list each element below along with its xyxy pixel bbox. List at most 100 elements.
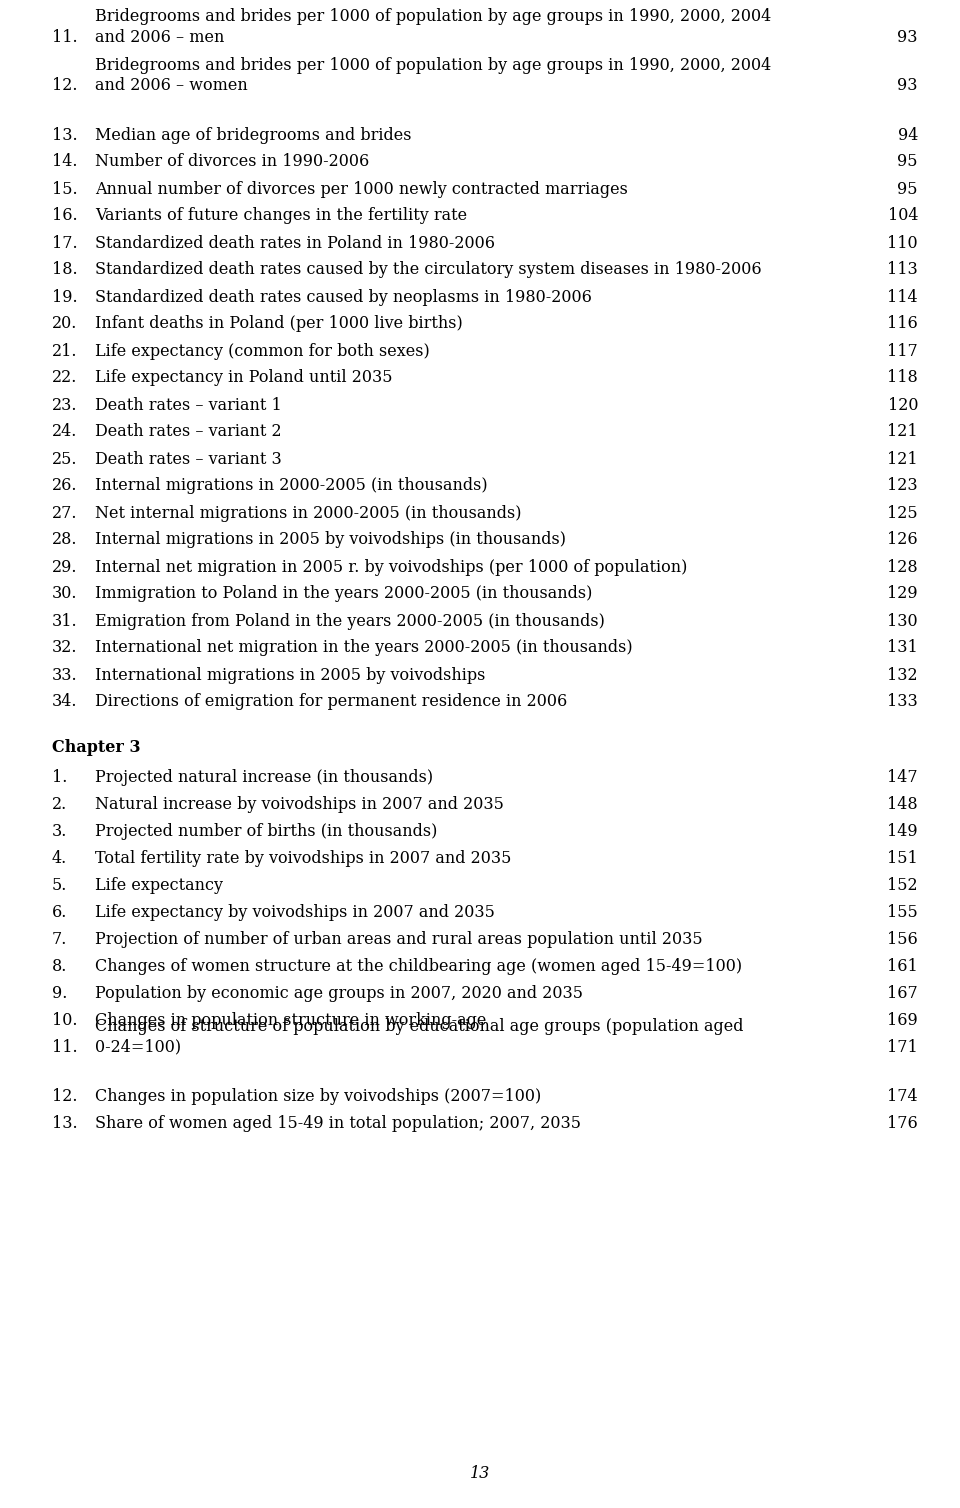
Text: 23.: 23. <box>52 397 78 413</box>
Text: International migrations in 2005 by voivodships: International migrations in 2005 by voiv… <box>95 667 486 683</box>
Text: Number of divorces in 1990-2006: Number of divorces in 1990-2006 <box>95 154 370 170</box>
Text: 95: 95 <box>898 154 918 170</box>
Text: 129: 129 <box>887 585 918 603</box>
Text: 2.: 2. <box>52 796 67 813</box>
Text: 11.: 11. <box>52 29 78 45</box>
Text: 16.: 16. <box>52 208 78 225</box>
Text: 26.: 26. <box>52 478 78 495</box>
Text: Internal migrations in 2005 by voivodships (in thousands): Internal migrations in 2005 by voivodshi… <box>95 531 566 549</box>
Text: Life expectancy (common for both sexes): Life expectancy (common for both sexes) <box>95 342 430 359</box>
Text: 118: 118 <box>887 369 918 386</box>
Text: 123: 123 <box>887 478 918 495</box>
Text: 155: 155 <box>887 903 918 921</box>
Text: Changes of women structure at the childbearing age (women aged 15-49=100): Changes of women structure at the childb… <box>95 958 742 974</box>
Text: Share of women aged 15-49 in total population; 2007, 2035: Share of women aged 15-49 in total popul… <box>95 1114 581 1133</box>
Text: Bridegrooms and brides per 1000 of population by age groups in 1990, 2000, 2004
: Bridegrooms and brides per 1000 of popul… <box>95 57 771 95</box>
Text: 25.: 25. <box>52 451 78 467</box>
Text: 95: 95 <box>898 181 918 198</box>
Text: 161: 161 <box>887 958 918 974</box>
Text: Death rates – variant 2: Death rates – variant 2 <box>95 424 281 440</box>
Text: 5.: 5. <box>52 876 67 894</box>
Text: 171: 171 <box>887 1039 918 1056</box>
Text: Variants of future changes in the fertility rate: Variants of future changes in the fertil… <box>95 208 468 225</box>
Text: Projected natural increase (in thousands): Projected natural increase (in thousands… <box>95 769 433 786</box>
Text: 1.: 1. <box>52 769 67 786</box>
Text: Bridegrooms and brides per 1000 of population by age groups in 1990, 2000, 2004
: Bridegrooms and brides per 1000 of popul… <box>95 8 771 45</box>
Text: 169: 169 <box>887 1012 918 1028</box>
Text: Projection of number of urban areas and rural areas population until 2035: Projection of number of urban areas and … <box>95 930 703 949</box>
Text: 133: 133 <box>887 694 918 710</box>
Text: 27.: 27. <box>52 505 78 522</box>
Text: 24.: 24. <box>52 424 78 440</box>
Text: 34.: 34. <box>52 694 78 710</box>
Text: 114: 114 <box>887 288 918 306</box>
Text: Internal net migration in 2005 r. by voivodships (per 1000 of population): Internal net migration in 2005 r. by voi… <box>95 558 687 576</box>
Text: International net migration in the years 2000-2005 (in thousands): International net migration in the years… <box>95 639 633 656</box>
Text: Internal migrations in 2000-2005 (in thousands): Internal migrations in 2000-2005 (in tho… <box>95 478 488 495</box>
Text: Life expectancy by voivodships in 2007 and 2035: Life expectancy by voivodships in 2007 a… <box>95 903 494 921</box>
Text: Projected number of births (in thousands): Projected number of births (in thousands… <box>95 823 438 840</box>
Text: Death rates – variant 3: Death rates – variant 3 <box>95 451 281 467</box>
Text: 4.: 4. <box>52 851 67 867</box>
Text: 125: 125 <box>887 505 918 522</box>
Text: 117: 117 <box>887 342 918 359</box>
Text: Net internal migrations in 2000-2005 (in thousands): Net internal migrations in 2000-2005 (in… <box>95 505 521 522</box>
Text: 130: 130 <box>887 612 918 629</box>
Text: 121: 121 <box>887 424 918 440</box>
Text: 131: 131 <box>887 639 918 656</box>
Text: Standardized death rates in Poland in 1980-2006: Standardized death rates in Poland in 19… <box>95 235 495 252</box>
Text: 152: 152 <box>887 876 918 894</box>
Text: Natural increase by voivodships in 2007 and 2035: Natural increase by voivodships in 2007 … <box>95 796 504 813</box>
Text: Changes of structure of population by educational age groups (population aged
0-: Changes of structure of population by ed… <box>95 1018 743 1056</box>
Text: 174: 174 <box>887 1087 918 1105</box>
Text: Standardized death rates caused by neoplasms in 1980-2006: Standardized death rates caused by neopl… <box>95 288 592 306</box>
Text: 104: 104 <box>887 208 918 225</box>
Text: 8.: 8. <box>52 958 67 974</box>
Text: 93: 93 <box>898 77 918 95</box>
Text: Immigration to Poland in the years 2000-2005 (in thousands): Immigration to Poland in the years 2000-… <box>95 585 592 603</box>
Text: 3.: 3. <box>52 823 67 840</box>
Text: 116: 116 <box>887 315 918 332</box>
Text: 12.: 12. <box>52 1087 78 1105</box>
Text: 9.: 9. <box>52 985 67 1001</box>
Text: 147: 147 <box>887 769 918 786</box>
Text: 13.: 13. <box>52 127 78 143</box>
Text: 148: 148 <box>887 796 918 813</box>
Text: 126: 126 <box>887 531 918 549</box>
Text: 17.: 17. <box>52 235 78 252</box>
Text: 132: 132 <box>887 667 918 683</box>
Text: 22.: 22. <box>52 369 78 386</box>
Text: 113: 113 <box>887 261 918 279</box>
Text: Directions of emigration for permanent residence in 2006: Directions of emigration for permanent r… <box>95 694 567 710</box>
Text: Emigration from Poland in the years 2000-2005 (in thousands): Emigration from Poland in the years 2000… <box>95 612 605 629</box>
Text: Changes in population structure in working-age: Changes in population structure in worki… <box>95 1012 487 1028</box>
Text: 149: 149 <box>887 823 918 840</box>
Text: 14.: 14. <box>52 154 78 170</box>
Text: 93: 93 <box>898 29 918 45</box>
Text: Death rates – variant 1: Death rates – variant 1 <box>95 397 281 413</box>
Text: 176: 176 <box>887 1114 918 1133</box>
Text: 31.: 31. <box>52 612 78 629</box>
Text: 18.: 18. <box>52 261 78 279</box>
Text: Standardized death rates caused by the circulatory system diseases in 1980-2006: Standardized death rates caused by the c… <box>95 261 761 279</box>
Text: 12.: 12. <box>52 77 78 95</box>
Text: 13: 13 <box>469 1464 491 1482</box>
Text: 15.: 15. <box>52 181 78 198</box>
Text: 30.: 30. <box>52 585 78 603</box>
Text: 156: 156 <box>887 930 918 949</box>
Text: 167: 167 <box>887 985 918 1001</box>
Text: Median age of bridegrooms and brides: Median age of bridegrooms and brides <box>95 127 412 143</box>
Text: 32.: 32. <box>52 639 78 656</box>
Text: Life expectancy in Poland until 2035: Life expectancy in Poland until 2035 <box>95 369 393 386</box>
Text: 10.: 10. <box>52 1012 78 1028</box>
Text: 13.: 13. <box>52 1114 78 1133</box>
Text: Annual number of divorces per 1000 newly contracted marriages: Annual number of divorces per 1000 newly… <box>95 181 628 198</box>
Text: 94: 94 <box>898 127 918 143</box>
Text: 121: 121 <box>887 451 918 467</box>
Text: 28.: 28. <box>52 531 78 549</box>
Text: 120: 120 <box>887 397 918 413</box>
Text: 151: 151 <box>887 851 918 867</box>
Text: 33.: 33. <box>52 667 78 683</box>
Text: 19.: 19. <box>52 288 78 306</box>
Text: 29.: 29. <box>52 558 78 576</box>
